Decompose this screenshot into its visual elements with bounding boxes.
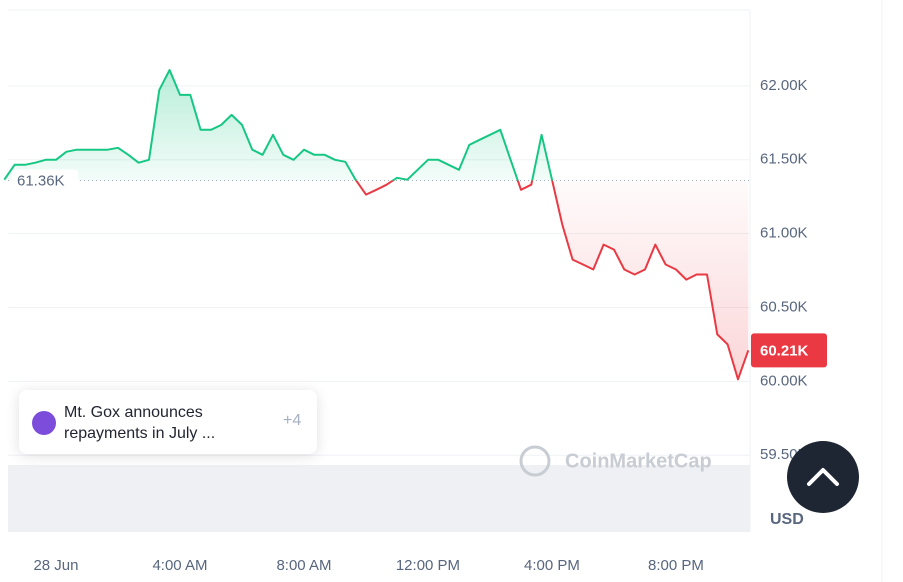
event-card[interactable]: Mt. Gox announces repayments in July ...…	[19, 390, 317, 454]
x-tick-label: 8:00 PM	[648, 557, 704, 574]
reference-label: 61.36K	[17, 172, 65, 189]
scroll-top-button[interactable]	[787, 441, 859, 513]
price-line	[3, 69, 750, 381]
x-tick-label: 4:00 AM	[152, 557, 207, 574]
price-area	[4, 70, 749, 380]
y-tick-label: 60.00K	[760, 372, 808, 389]
event-count[interactable]: +4	[283, 412, 302, 429]
x-tick-label: 8:00 AM	[276, 557, 331, 574]
currency-label: USD	[770, 511, 804, 528]
event-text: Mt. Gox announces repayments in July ...	[64, 404, 216, 442]
reference-badge	[12, 169, 78, 192]
watermark: CoinMarketCap	[519, 445, 712, 477]
y-tick-label: 61.00K	[760, 225, 808, 242]
y-tick-label: 61.50K	[760, 151, 808, 168]
event-icon	[32, 411, 56, 435]
x-tick-label: 28 Jun	[33, 557, 78, 574]
last-price-badge	[751, 333, 827, 368]
y-tick-label: 60.50K	[760, 298, 808, 315]
last-price-label: 60.21K	[760, 342, 809, 359]
x-tick-label: 4:00 PM	[524, 557, 580, 574]
x-tick-label: 12:00 PM	[396, 557, 460, 574]
volume-area	[8, 465, 750, 532]
watermark-text: CoinMarketCap	[565, 450, 712, 472]
y-tick-label: 62.00K	[760, 77, 808, 94]
